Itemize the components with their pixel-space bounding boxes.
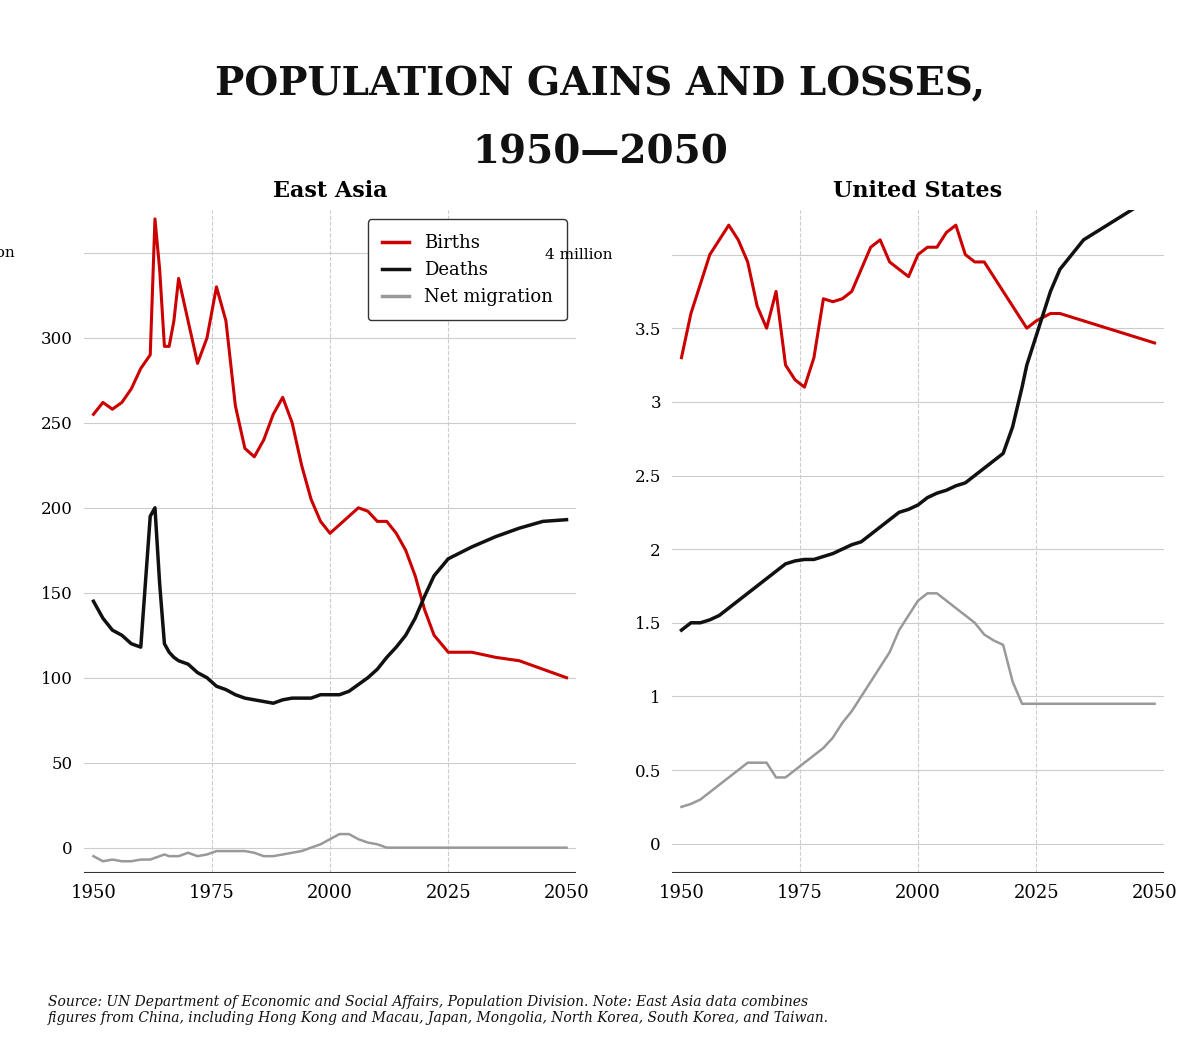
Title: East Asia: East Asia [272,180,388,202]
Text: POPULATION GAINS AND LOSSES,: POPULATION GAINS AND LOSSES, [215,65,985,103]
Title: United States: United States [834,180,1002,202]
Legend: Births, Deaths, Net migration: Births, Deaths, Net migration [367,220,566,321]
Text: Source: UN Department of Economic and Social Affairs, Population Division. Note:: Source: UN Department of Economic and So… [48,995,829,1025]
Text: 1950—2050: 1950—2050 [472,134,728,171]
Text: 4 million: 4 million [546,247,613,262]
Text: 350 million: 350 million [0,246,16,260]
